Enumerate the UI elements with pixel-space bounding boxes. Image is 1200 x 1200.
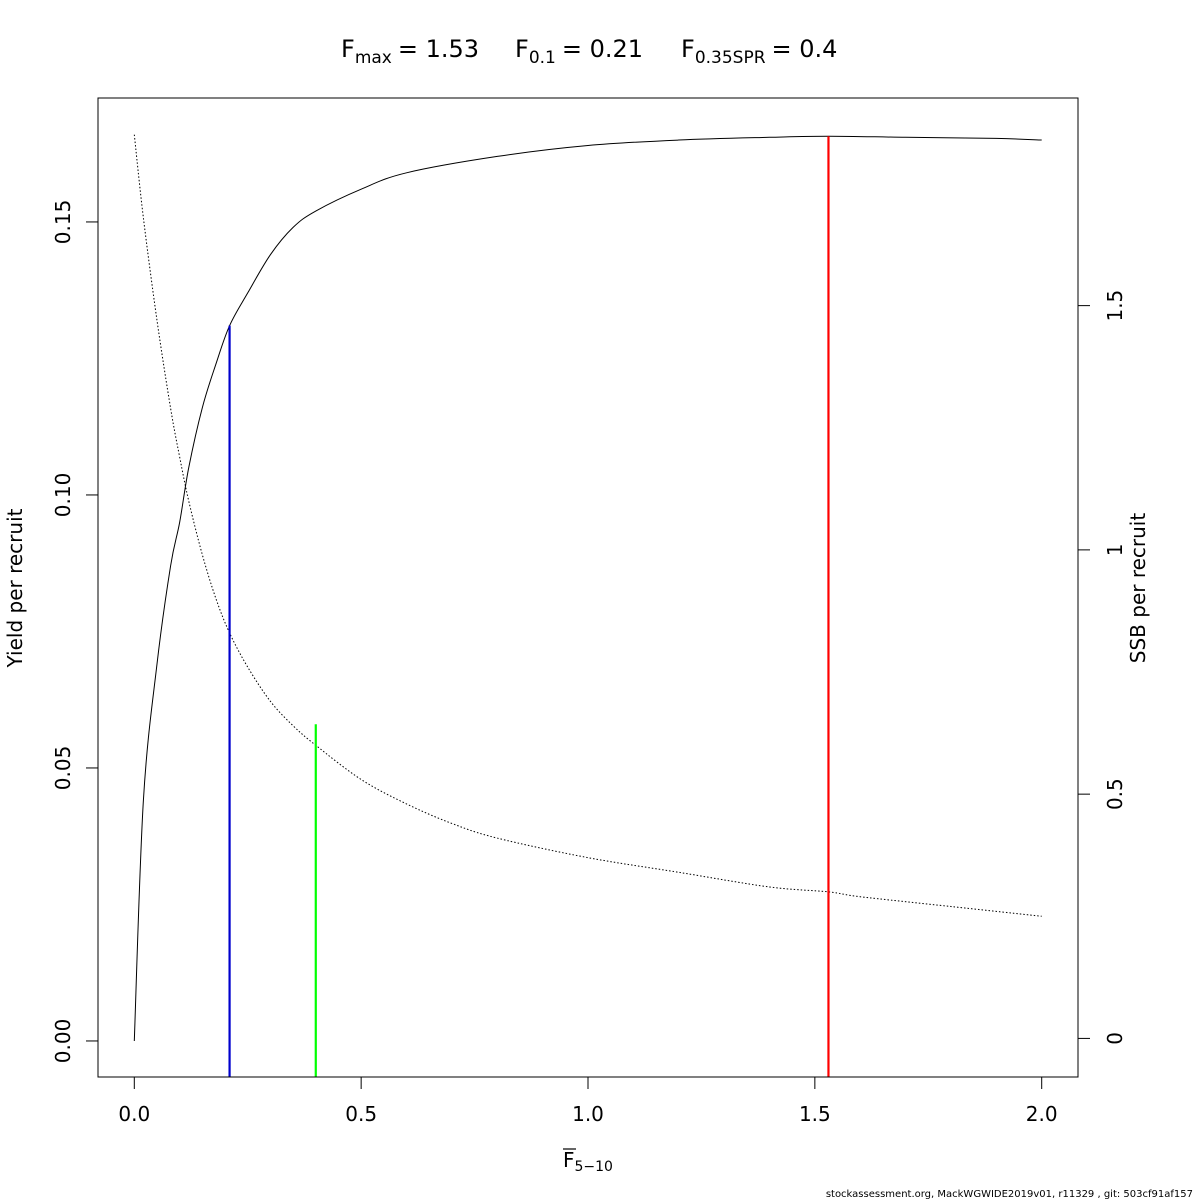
y2-tick-label: 1 (1103, 544, 1127, 557)
ssb-per-recruit-line (133, 134, 1042, 917)
reference-lines (228, 136, 830, 1077)
title-f01: F0.1 = 0.21 (515, 35, 643, 68)
y-tick-label: 0.00 (51, 1019, 75, 1064)
x-axis: 0.0 0.5 1.0 1.5 2.0 (118, 1076, 1058, 1126)
y2-axis-label: SSB per recruit (1126, 513, 1150, 664)
y-axis-label: Yield per recruit (3, 508, 27, 668)
y-tick-label: 0.15 (51, 200, 75, 245)
x-tick-label: 0.5 (345, 1102, 377, 1126)
title-fmax: Fmax = 1.53 (341, 35, 479, 68)
x-axis-label: F5−10 (563, 1148, 613, 1175)
footer-note: stockassessment.org, MackWGWIDE2019v01, … (826, 1189, 1193, 1200)
yield-per-recruit-line (133, 135, 1042, 1041)
title-f035spr: F0.35SPR = 0.4 (681, 35, 837, 68)
y2-tick-label: 0 (1103, 1032, 1127, 1045)
chart-title: Fmax = 1.53 F0.1 = 0.21 F0.35SPR = 0.4 (341, 35, 837, 68)
y2-tick-label: 0.5 (1103, 778, 1127, 810)
x-tick-label: 1.0 (572, 1102, 604, 1126)
y-axis-left: 0.00 0.05 0.10 0.15 (51, 200, 99, 1064)
y-axis-right: 0 0.5 1 1.5 (1077, 290, 1127, 1045)
x-tick-label: 1.5 (799, 1102, 831, 1126)
y-tick-label: 0.05 (51, 746, 75, 791)
y2-tick-label: 1.5 (1103, 290, 1127, 322)
series-layer (133, 134, 1042, 1041)
x-tick-label: 2.0 (1026, 1102, 1058, 1126)
x-tick-label: 0.0 (118, 1102, 150, 1126)
svg-text:F5−10: F5−10 (563, 1148, 613, 1175)
plot-frame (97, 97, 1079, 1078)
y-tick-label: 0.10 (51, 473, 75, 518)
